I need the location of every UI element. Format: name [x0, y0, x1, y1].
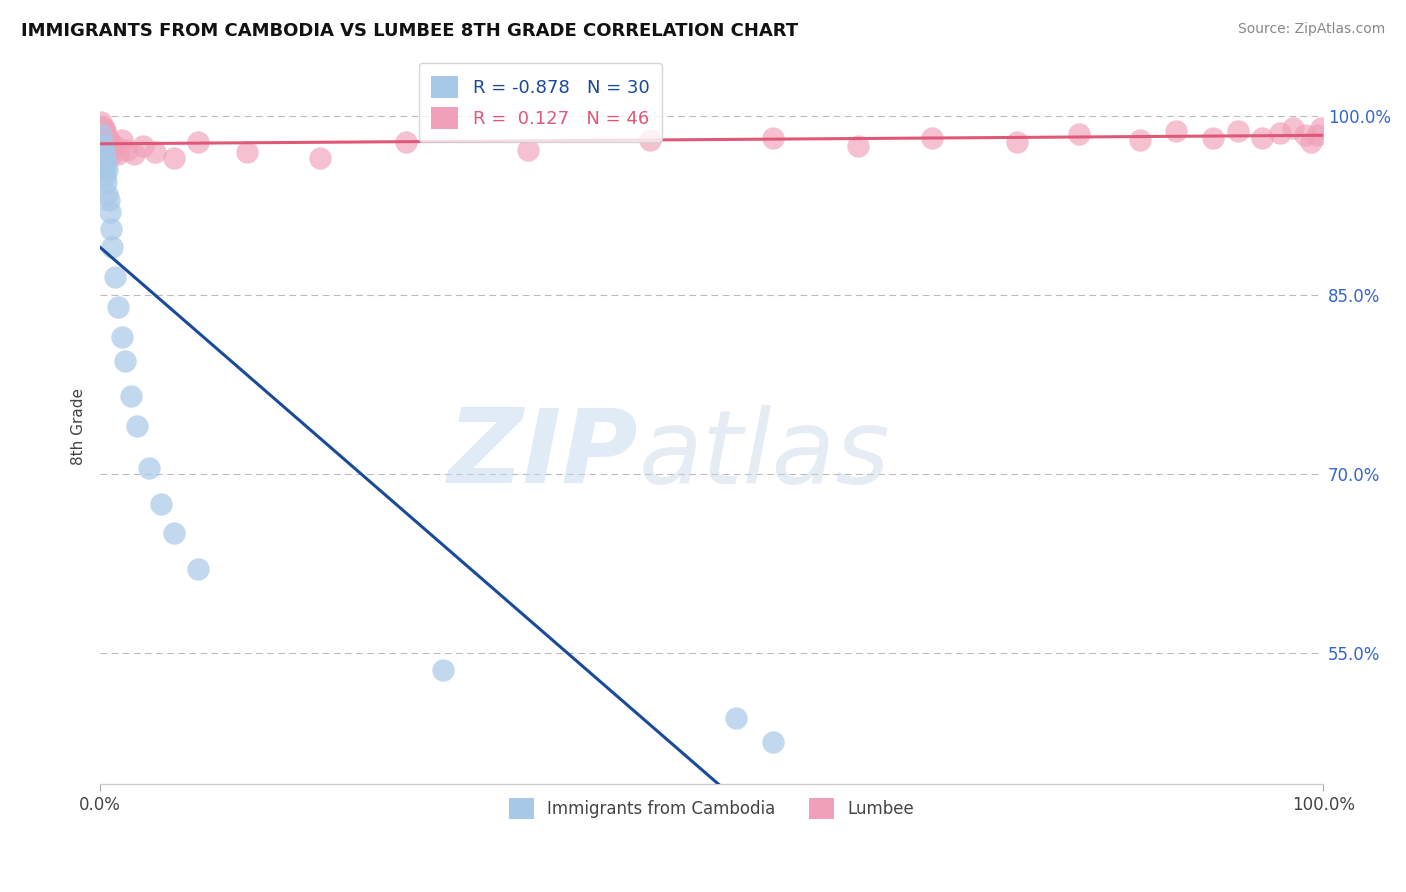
- Point: [90, 115, 112, 129]
- Point: [921, 130, 943, 145]
- Point: [94, 169, 117, 183]
- Point: [93, 139, 115, 153]
- Point: [114, 353, 136, 368]
- Point: [187, 562, 209, 576]
- Point: [94, 136, 117, 150]
- Point: [100, 143, 122, 157]
- Point: [96, 137, 118, 152]
- Point: [1299, 136, 1322, 150]
- Point: [98, 137, 121, 152]
- Point: [432, 664, 454, 678]
- Point: [1306, 128, 1329, 143]
- Point: [93, 130, 115, 145]
- Point: [107, 300, 129, 314]
- Point: [162, 151, 184, 165]
- Point: [101, 147, 124, 161]
- Point: [1226, 123, 1249, 137]
- Point: [101, 240, 124, 254]
- Point: [187, 136, 209, 150]
- Point: [236, 145, 259, 159]
- Text: IMMIGRANTS FROM CAMBODIA VS LUMBEE 8TH GRADE CORRELATION CHART: IMMIGRANTS FROM CAMBODIA VS LUMBEE 8TH G…: [21, 22, 799, 40]
- Point: [97, 145, 120, 159]
- Point: [96, 175, 118, 189]
- Point: [94, 123, 117, 137]
- Point: [93, 121, 115, 136]
- Point: [762, 130, 785, 145]
- Legend: Immigrants from Cambodia, Lumbee: Immigrants from Cambodia, Lumbee: [502, 792, 921, 825]
- Point: [124, 147, 146, 161]
- Text: ZIP: ZIP: [447, 404, 638, 505]
- Point: [125, 419, 148, 434]
- Text: atlas: atlas: [638, 405, 890, 505]
- Point: [94, 151, 117, 165]
- Point: [100, 222, 122, 236]
- Point: [1281, 121, 1303, 136]
- Point: [115, 143, 138, 157]
- Point: [1007, 136, 1029, 150]
- Point: [1270, 126, 1292, 140]
- Point: [93, 151, 115, 165]
- Point: [111, 133, 134, 147]
- Point: [90, 127, 112, 141]
- Point: [1294, 128, 1316, 143]
- Point: [97, 193, 120, 207]
- Point: [120, 389, 142, 403]
- Point: [517, 143, 540, 157]
- Point: [1067, 127, 1090, 141]
- Point: [91, 133, 114, 147]
- Point: [111, 329, 134, 343]
- Point: [93, 162, 115, 177]
- Point: [96, 157, 118, 171]
- Point: [640, 133, 662, 147]
- Point: [107, 147, 129, 161]
- Point: [1251, 130, 1274, 145]
- Point: [96, 128, 118, 143]
- Point: [91, 145, 114, 159]
- Point: [848, 139, 870, 153]
- Point: [98, 204, 121, 219]
- Text: Source: ZipAtlas.com: Source: ZipAtlas.com: [1237, 22, 1385, 37]
- Point: [725, 711, 748, 725]
- Point: [96, 162, 118, 177]
- Point: [309, 151, 332, 165]
- Point: [91, 121, 114, 136]
- Point: [97, 133, 120, 147]
- Point: [150, 497, 173, 511]
- Point: [90, 127, 112, 141]
- Point: [143, 145, 166, 159]
- Point: [104, 270, 127, 285]
- Point: [132, 139, 155, 153]
- Point: [162, 526, 184, 541]
- Point: [96, 186, 118, 201]
- Point: [1202, 130, 1225, 145]
- Point: [1309, 121, 1331, 136]
- Point: [91, 157, 114, 171]
- Point: [90, 139, 112, 153]
- Point: [1129, 133, 1152, 147]
- Y-axis label: 8th Grade: 8th Grade: [72, 388, 86, 465]
- Point: [762, 735, 785, 749]
- Point: [138, 460, 160, 475]
- Point: [96, 130, 118, 145]
- Point: [104, 139, 127, 153]
- Point: [395, 136, 418, 150]
- Point: [1166, 123, 1188, 137]
